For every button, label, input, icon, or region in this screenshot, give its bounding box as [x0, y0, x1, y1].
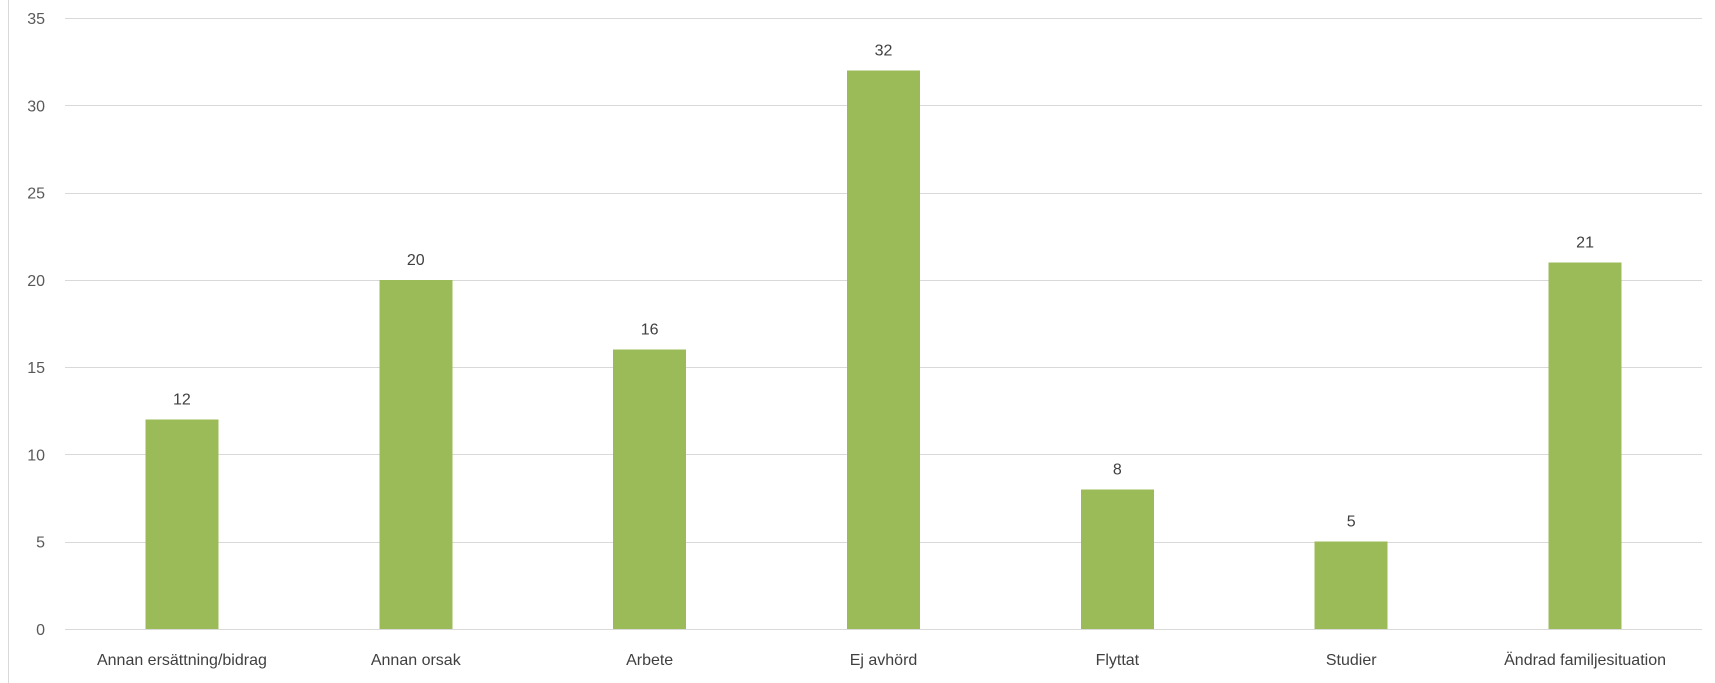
x-tick-label: Annan orsak [371, 652, 462, 669]
x-tick-label: Ej avhörd [850, 652, 918, 669]
bar [1314, 541, 1388, 629]
x-tick-label: Ändrad familjesituation [1504, 651, 1666, 669]
data-label: 20 [407, 252, 425, 269]
y-tick-label: 10 [27, 447, 45, 464]
bar [379, 279, 453, 629]
y-tick-label: 5 [36, 535, 45, 552]
bar [847, 70, 920, 629]
y-tick-label: 30 [27, 98, 45, 115]
data-label: 8 [1113, 461, 1122, 478]
data-label: 32 [875, 42, 893, 59]
bar [145, 419, 219, 629]
x-axis-category-labels: Annan ersättning/bidrag Annan orsak Arbete… [97, 651, 1666, 669]
y-tick-label: 0 [36, 622, 45, 639]
x-tick-label: Annan ersättning/bidrag [97, 652, 267, 669]
y-tick-label: 35 [27, 11, 45, 28]
bar [1548, 262, 1622, 629]
bar [613, 349, 687, 629]
data-label: 16 [641, 322, 659, 339]
data-label: 12 [173, 392, 191, 409]
data-label: 5 [1347, 514, 1356, 531]
x-tick-label: Arbete [626, 652, 673, 669]
bars [145, 70, 1622, 629]
y-tick-label: 20 [27, 273, 45, 290]
y-tick-label: 25 [27, 186, 45, 203]
y-tick-label: 15 [27, 360, 45, 377]
data-labels: 12 20 16 32 8 5 21 [173, 42, 1594, 530]
bar [1080, 489, 1154, 629]
y-axis-tick-labels: 0 5 10 15 20 25 30 35 [27, 11, 45, 639]
data-label: 21 [1576, 234, 1594, 251]
x-tick-label: Flyttat [1096, 652, 1140, 669]
x-tick-label: Studier [1326, 652, 1377, 669]
